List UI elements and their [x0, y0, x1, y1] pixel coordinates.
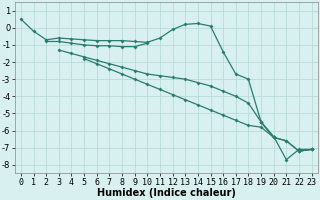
X-axis label: Humidex (Indice chaleur): Humidex (Indice chaleur) [97, 188, 236, 198]
